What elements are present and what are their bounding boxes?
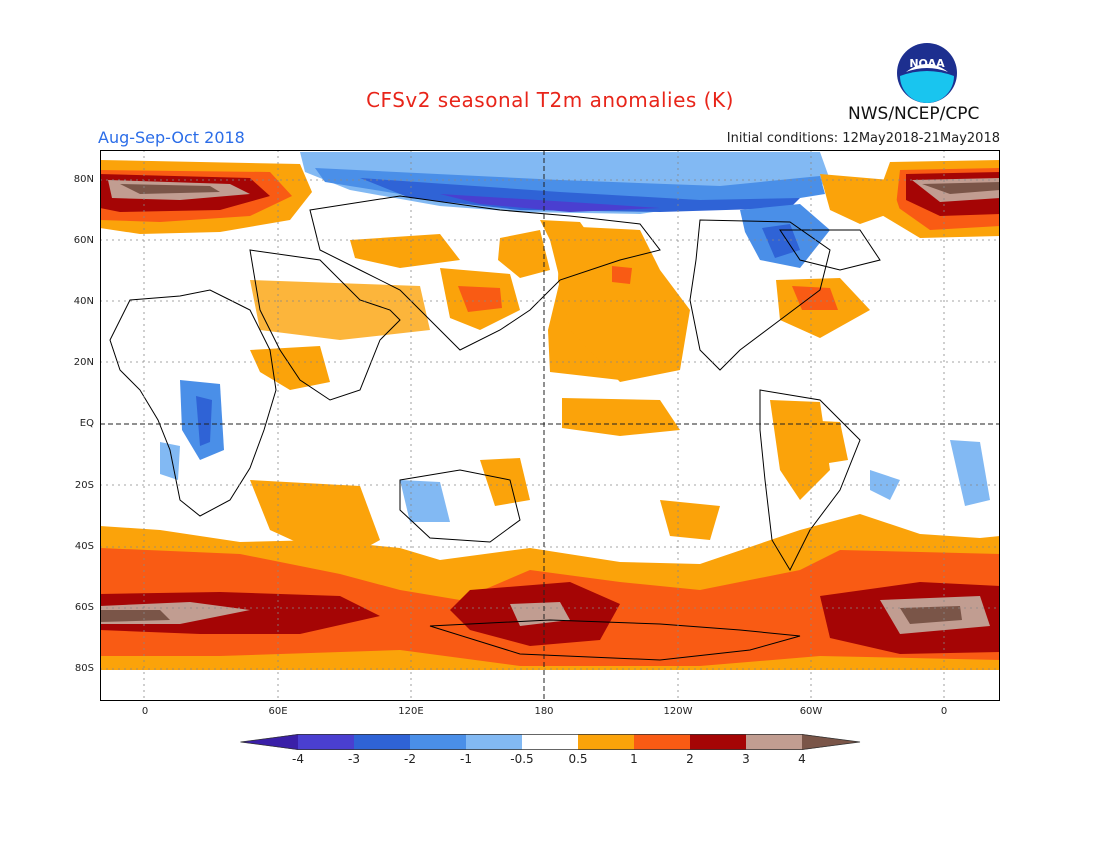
- colorbar-segment: [354, 734, 410, 750]
- lat-label: 60S: [74, 602, 94, 613]
- lon-label: 0: [141, 706, 149, 717]
- colorbar-segment: [522, 734, 578, 750]
- colorbar-segment: [802, 734, 860, 750]
- coastlines: [109, 195, 881, 661]
- initial-conditions-label: Initial conditions: 12May2018-21May2018: [726, 131, 1000, 146]
- equator-dateline: [100, 150, 1000, 701]
- colorbar-label: 4: [798, 752, 806, 766]
- colorbar-label: -4: [292, 752, 304, 766]
- colorbar-segment: [746, 734, 802, 750]
- season-label: Aug-Sep-Oct 2018: [98, 128, 245, 147]
- colorbar-label: -0.5: [510, 752, 534, 766]
- graticule: [100, 150, 1000, 701]
- lon-label: 120W: [663, 706, 693, 717]
- lat-label: 80S: [74, 663, 94, 674]
- colorbar: [240, 734, 861, 750]
- colorbar-segment: [578, 734, 634, 750]
- lat-label: 40N: [73, 296, 94, 307]
- lon-label: 180: [534, 706, 554, 717]
- noaa-logo: NOAA: [897, 43, 957, 103]
- logo-text: NOAA: [909, 57, 945, 70]
- lat-label: 40S: [74, 541, 94, 552]
- colorbar-label: -2: [404, 752, 416, 766]
- colorbar-segment: [690, 734, 746, 750]
- colorbar-segment: [298, 734, 354, 750]
- colorbar-label: -3: [348, 752, 360, 766]
- tropical-patches: [160, 380, 990, 562]
- map-title: CFSv2 seasonal T2m anomalies (K): [366, 88, 734, 112]
- colorbar-label: 2: [686, 752, 694, 766]
- colorbar-label: 3: [742, 752, 750, 766]
- colorbar-segment: [410, 734, 466, 750]
- lat-label: EQ: [79, 418, 94, 429]
- colorbar-segment: [466, 734, 522, 750]
- agency-label: NWS/NCEP/CPC: [848, 104, 980, 124]
- lon-label: 120E: [398, 706, 424, 717]
- lon-label: 0: [940, 706, 948, 717]
- lat-label: 80N: [73, 174, 94, 185]
- colorbar-segment: [240, 734, 298, 750]
- lon-label: 60W: [799, 706, 823, 717]
- colorbar-segment: [634, 734, 690, 750]
- lat-label: 20N: [73, 357, 94, 368]
- anomaly-map: [100, 150, 1000, 701]
- lat-label: 20S: [74, 480, 94, 491]
- lat-label: 60N: [73, 235, 94, 246]
- colorbar-label: 0.5: [568, 752, 588, 766]
- lon-label: 60E: [268, 706, 288, 717]
- southern-warm-band: [100, 514, 1000, 670]
- arctic-cold-band: [300, 152, 830, 268]
- colorbar-label: -1: [460, 752, 472, 766]
- colorbar-label: 1: [630, 752, 638, 766]
- map-frame: [100, 150, 1000, 701]
